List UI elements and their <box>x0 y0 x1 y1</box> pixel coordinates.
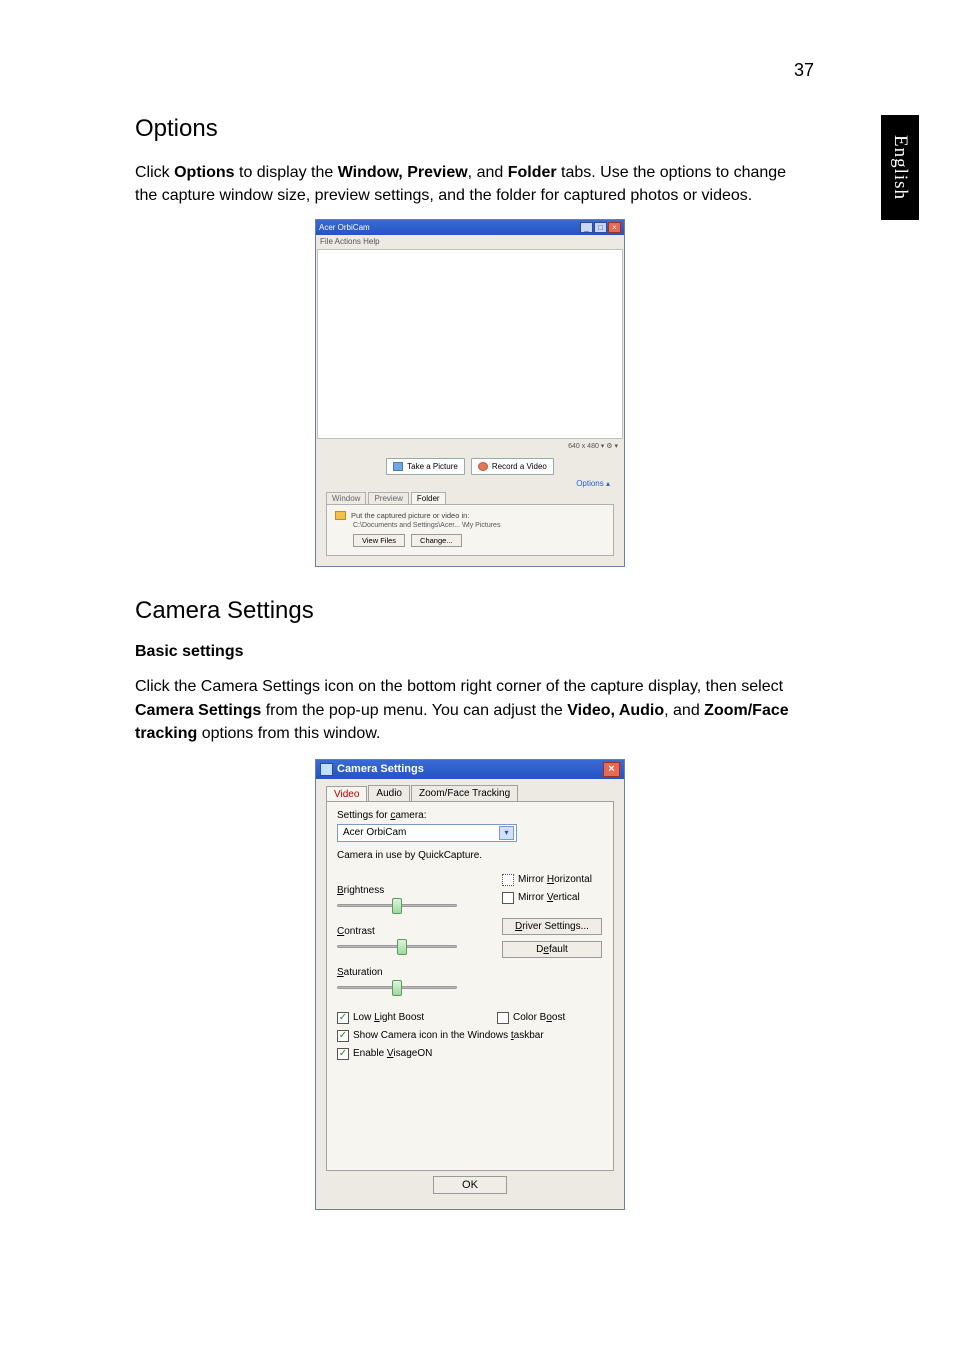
checkbox-box <box>337 1048 349 1060</box>
camera-settings-dialog: Camera Settings × Video Audio Zoom/Face … <box>315 759 625 1210</box>
right-column: Mirror Horizontal Mirror Vertical Driver… <box>502 874 612 964</box>
dialog-tabs: Video Audio Zoom/Face Tracking <box>326 785 614 801</box>
ok-button[interactable]: OK <box>433 1176 507 1194</box>
text: , and <box>664 702 704 719</box>
bold-video-audio: Video, Audio <box>567 702 664 719</box>
basic-settings-heading: Basic settings <box>135 643 805 661</box>
enable-visage-checkbox[interactable]: Enable VisageON <box>337 1048 544 1060</box>
camera-settings-heading: Camera Settings <box>135 597 805 625</box>
video-icon <box>478 462 488 471</box>
settings-for-label: Settings for camera: <box>337 810 603 821</box>
video-tab-panel: Settings for camera: Acer OrbiCam ▾ Came… <box>326 801 614 1171</box>
text: Click the Camera Settings icon on the bo… <box>135 678 783 695</box>
slider-thumb[interactable] <box>397 939 407 955</box>
camera-select[interactable]: Acer OrbiCam ▾ <box>337 824 517 842</box>
saturation-slider[interactable] <box>337 980 457 994</box>
checkbox-box <box>337 1012 349 1024</box>
text: options from this window. <box>197 725 380 742</box>
mirror-v-label: Mirror Vertical <box>518 892 580 903</box>
checkbox-box <box>502 874 514 886</box>
show-icon-label: Show Camera icon in the Windows taskbar <box>353 1030 544 1041</box>
record-video-label: Record a Video <box>492 462 547 471</box>
text: to display the <box>235 164 338 181</box>
video-preview-area <box>317 249 623 439</box>
take-picture-button[interactable]: Take a Picture <box>386 458 465 475</box>
slider-thumb[interactable] <box>392 980 402 996</box>
driver-settings-button[interactable]: Driver Settings... <box>502 918 602 935</box>
camera-settings-paragraph: Click the Camera Settings icon on the bo… <box>135 675 805 745</box>
tab-window[interactable]: Window <box>326 492 366 504</box>
change-folder-button[interactable]: Change... <box>411 534 462 547</box>
close-button[interactable]: × <box>608 222 621 233</box>
language-tab-label: English <box>889 135 911 200</box>
color-boost-label: Color Boost <box>513 1012 565 1023</box>
low-light-label: Low Light Boost <box>353 1012 424 1023</box>
tab-video[interactable]: Video <box>326 786 367 802</box>
bold-folder: Folder <box>508 164 557 181</box>
checkbox-box <box>337 1030 349 1042</box>
orbicam-window: Acer OrbiCam _ □ × File Actions Help 640… <box>315 219 625 567</box>
folder-panel-row: Put the captured picture or video in: <box>335 511 605 520</box>
default-button[interactable]: Default <box>502 941 602 958</box>
text: from the pop-up menu. You can adjust the <box>261 702 567 719</box>
folder-icon <box>335 511 346 520</box>
bold-camera-settings: Camera Settings <box>135 702 261 719</box>
camera-icon <box>393 462 403 471</box>
window-buttons: _ □ × <box>580 222 621 233</box>
orbicam-titlebar: Acer OrbiCam _ □ × <box>316 220 624 235</box>
status-row[interactable]: 640 x 480 ▾ ⚙ ▾ <box>316 440 624 452</box>
text: Click <box>135 164 174 181</box>
mirror-vertical-checkbox[interactable]: Mirror Vertical <box>502 892 612 904</box>
options-toggle[interactable]: Options ▴ <box>576 479 610 488</box>
folder-panel-buttons: View Files Change... <box>335 534 605 547</box>
dialog-body: Video Audio Zoom/Face Tracking Settings … <box>316 779 624 1209</box>
tab-audio[interactable]: Audio <box>368 785 410 801</box>
dialog-button-row: OK <box>326 1171 614 1199</box>
dialog-titlebar: Camera Settings × <box>316 760 624 779</box>
saturation-label: Saturation <box>337 967 603 978</box>
chevron-down-icon: ▾ <box>499 826 514 840</box>
dialog-icon <box>320 763 333 776</box>
orbicam-menubar[interactable]: File Actions Help <box>316 235 624 248</box>
slider-thumb[interactable] <box>392 898 402 914</box>
mirror-h-label: Mirror Horizontal <box>518 874 592 885</box>
color-boost-checkbox[interactable]: Color Boost <box>497 1012 565 1024</box>
options-link-row: Options ▴ <box>316 479 624 492</box>
view-files-button[interactable]: View Files <box>353 534 405 547</box>
maximize-button[interactable]: □ <box>594 222 607 233</box>
checkbox-box <box>502 892 514 904</box>
bold-options: Options <box>174 164 234 181</box>
camera-in-use-note: Camera in use by QuickCapture. <box>337 850 603 861</box>
folder-path: C:\Documents and Settings\Acer... \My Pi… <box>335 520 605 534</box>
options-paragraph: Click Options to display the Window, Pre… <box>135 161 805 207</box>
page-content: Options Click Options to display the Win… <box>135 115 805 1210</box>
dialog-title: Camera Settings <box>337 763 603 775</box>
camera-select-value: Acer OrbiCam <box>343 827 406 838</box>
folder-panel: Put the captured picture or video in: C:… <box>326 504 614 556</box>
mirror-horizontal-checkbox[interactable]: Mirror Horizontal <box>502 874 612 886</box>
show-icon-checkbox[interactable]: Show Camera icon in the Windows taskbar <box>337 1030 544 1042</box>
orbicam-title: Acer OrbiCam <box>319 223 580 232</box>
page-number: 37 <box>794 60 814 81</box>
contrast-slider[interactable] <box>337 939 457 953</box>
record-video-button[interactable]: Record a Video <box>471 458 554 475</box>
capture-button-row: Take a Picture Record a Video <box>316 452 624 479</box>
brightness-slider[interactable] <box>337 898 457 912</box>
enable-visage-label: Enable VisageON <box>353 1048 432 1059</box>
color-boost-group: Color Boost <box>497 1012 565 1030</box>
saturation-row: Saturation <box>337 967 603 994</box>
language-tab: English <box>881 115 919 220</box>
tab-preview[interactable]: Preview <box>368 492 408 504</box>
tab-folder[interactable]: Folder <box>411 492 446 504</box>
folder-panel-label: Put the captured picture or video in: <box>351 511 469 520</box>
tab-zoom-face[interactable]: Zoom/Face Tracking <box>411 785 518 801</box>
minimize-button[interactable]: _ <box>580 222 593 233</box>
options-heading: Options <box>135 115 805 143</box>
checkbox-box <box>497 1012 509 1024</box>
bold-window-preview: Window, Preview <box>338 164 468 181</box>
take-picture-label: Take a Picture <box>407 462 458 471</box>
text: , and <box>468 164 508 181</box>
dialog-close-button[interactable]: × <box>603 762 620 777</box>
options-tabs: Window Preview Folder <box>316 492 624 504</box>
